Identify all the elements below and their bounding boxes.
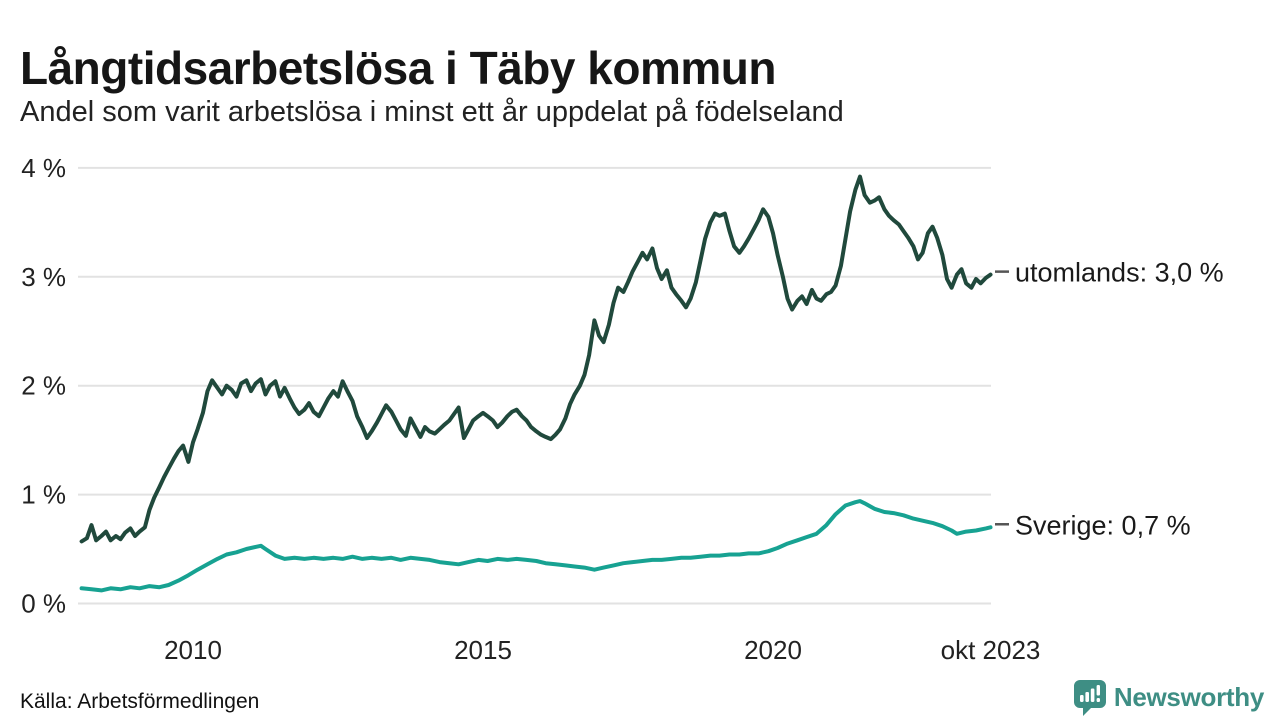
- y-tick-label: 1 %: [21, 480, 66, 510]
- series-end-label-Sverige: Sverige: 0,7 %: [1015, 510, 1191, 540]
- series-end-label-utomlands: utomlands: 3,0 %: [1015, 258, 1224, 288]
- exclamation-stem: [1096, 685, 1100, 696]
- y-tick-label: 3 %: [21, 262, 66, 292]
- series-line-Sverige: [79, 499, 993, 593]
- x-tick-label: 2020: [744, 635, 802, 665]
- newsworthy-logo: Newsworthy: [1073, 679, 1264, 716]
- x-tick-label: 2010: [164, 635, 222, 665]
- y-tick-label: 2 %: [21, 371, 66, 401]
- page-title: Långtidsarbetslösa i Täby kommun: [20, 41, 776, 94]
- y-tick-label: 0 %: [21, 589, 66, 619]
- bar-3: [1090, 688, 1095, 702]
- x-tick-label: okt 2023: [941, 635, 1041, 665]
- source-note: Källa: Arbetsförmedlingen: [20, 690, 260, 713]
- newsworthy-logo-text: Newsworthy: [1113, 682, 1264, 712]
- speech-bubble-shape: [1073, 680, 1106, 716]
- y-tick-label: 4 %: [21, 153, 66, 183]
- series-line-utomlands: [79, 174, 993, 544]
- newsworthy-logo-icon: [1073, 680, 1106, 716]
- exclamation-dot: [1096, 698, 1100, 702]
- bar-1: [1079, 695, 1084, 702]
- bar-2: [1085, 692, 1089, 702]
- x-tick-label: 2015: [454, 635, 512, 665]
- chart-subtitle: Andel som varit arbetslösa i minst ett å…: [20, 96, 844, 128]
